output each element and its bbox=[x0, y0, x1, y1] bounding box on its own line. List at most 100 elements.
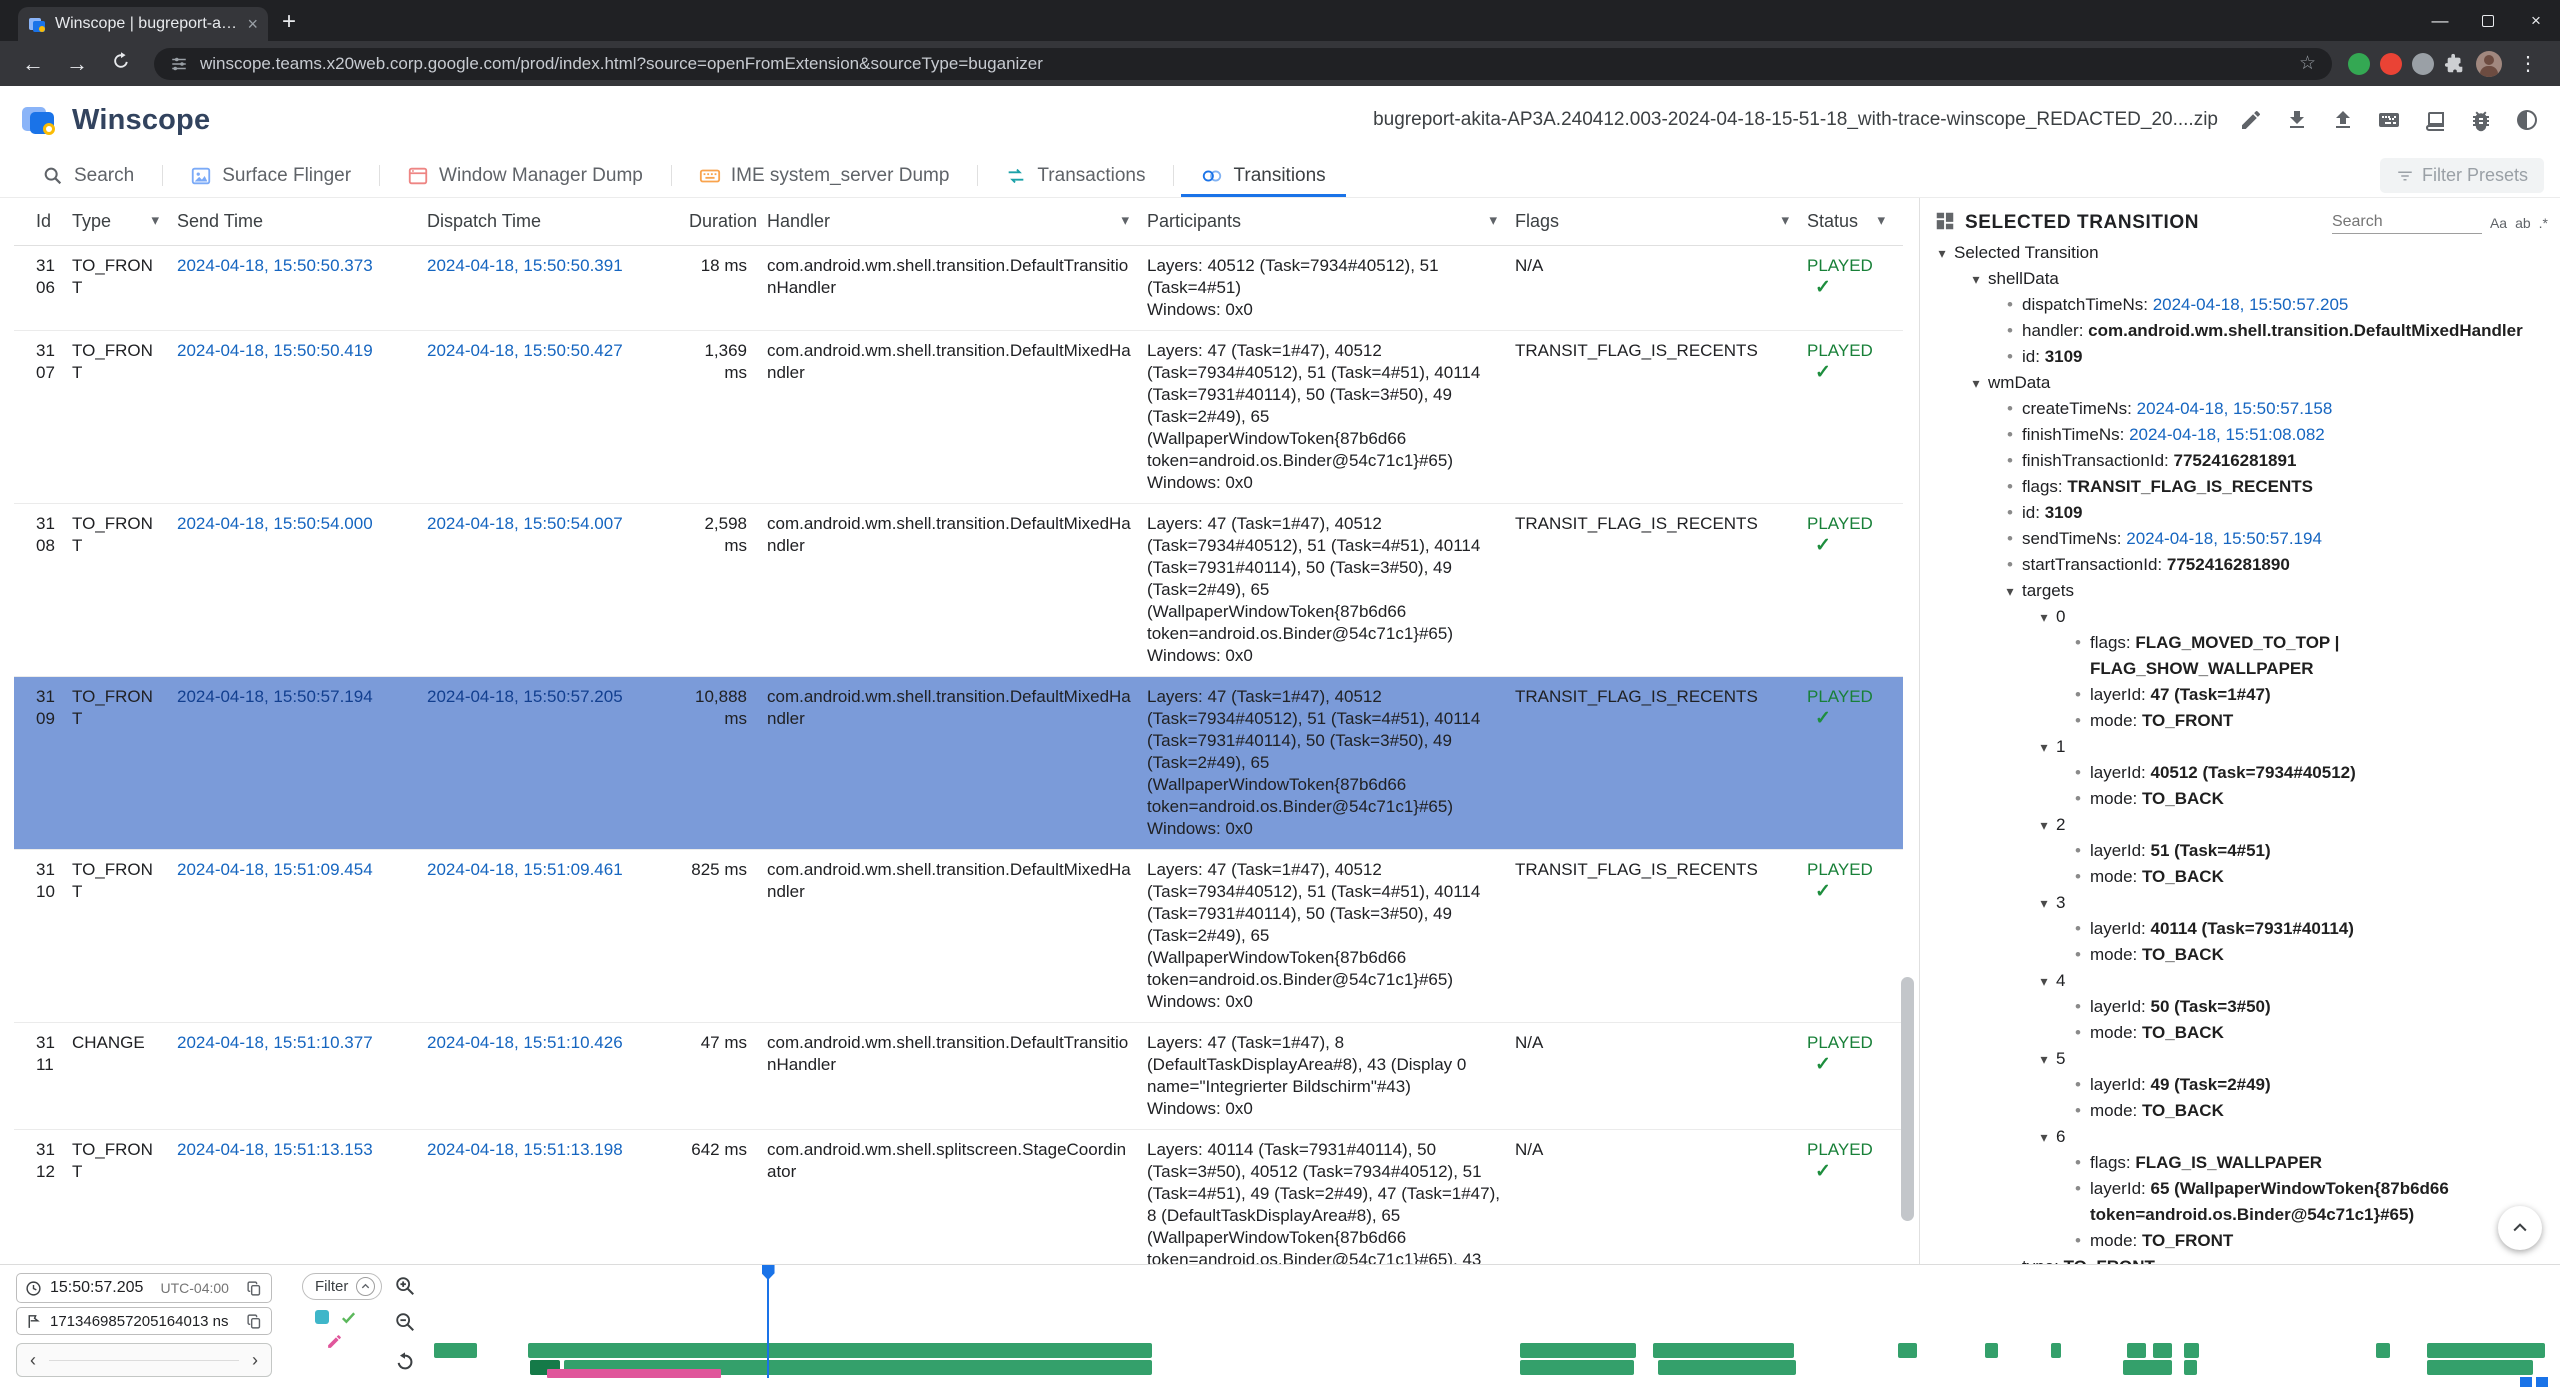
column-header-duration[interactable]: Duration bbox=[689, 198, 767, 246]
collapse-filter-icon[interactable] bbox=[356, 1277, 376, 1296]
trace-toggle-transitions-pencil-icon[interactable] bbox=[324, 1331, 344, 1351]
filter-dropdown-icon[interactable]: ▾ bbox=[1489, 212, 1497, 229]
table-row-3112[interactable]: 3112 TO_FRONT 2024-04-18, 15:51:13.153 2024… bbox=[14, 1129, 1903, 1264]
timeline-segment[interactable] bbox=[2426, 1360, 2533, 1375]
send-time-link[interactable]: 2024-04-18, 15:50:50.419 bbox=[177, 341, 373, 360]
dispatch-time-link[interactable]: 2024-04-18, 15:51:09.461 bbox=[427, 860, 623, 879]
scroll-right-icon[interactable]: › bbox=[252, 1349, 258, 1370]
url-bar[interactable]: winscope.teams.x20web.corp.google.com/pr… bbox=[154, 47, 2332, 80]
timeline-segment[interactable] bbox=[1897, 1343, 1917, 1358]
zoom-reset-button[interactable] bbox=[392, 1349, 418, 1375]
copy-icon[interactable] bbox=[246, 1313, 263, 1330]
tree-group-1[interactable]: ▾ 1 bbox=[1924, 734, 2552, 760]
timeline-segment[interactable] bbox=[2152, 1343, 2172, 1358]
tree-group-5[interactable]: ▾ 5 bbox=[1924, 1046, 2552, 1072]
new-tab-icon[interactable]: + bbox=[282, 8, 297, 35]
timeline-segment[interactable] bbox=[1653, 1343, 1794, 1358]
table-row-3108[interactable]: 3108 TO_FRONT 2024-04-18, 15:50:54.000 2024… bbox=[14, 503, 1903, 677]
expand-caret-icon[interactable]: ▾ bbox=[1938, 245, 1946, 261]
send-time-link[interactable]: 2024-04-18, 15:50:54.000 bbox=[177, 514, 373, 533]
upload-icon[interactable] bbox=[2330, 107, 2356, 133]
timestamp-link[interactable]: 2024-04-18, 15:50:57.158 bbox=[2136, 399, 2333, 418]
tab-ime-system-server-dump[interactable]: IME system_server Dump bbox=[670, 154, 978, 197]
timeline-segment[interactable] bbox=[2426, 1343, 2546, 1358]
match-word-icon[interactable]: ab bbox=[2515, 215, 2531, 231]
minimize-icon[interactable]: — bbox=[2431, 10, 2449, 30]
tree-group-selected-transition[interactable]: ▾ Selected Transition bbox=[1924, 240, 2552, 266]
timeline-segment[interactable] bbox=[2122, 1360, 2172, 1375]
send-time-link[interactable]: 2024-04-18, 15:51:13.153 bbox=[177, 1140, 373, 1159]
profile-avatar[interactable] bbox=[2476, 50, 2502, 77]
url-text[interactable]: winscope.teams.x20web.corp.google.com/pr… bbox=[200, 53, 1043, 73]
scroll-to-top-button[interactable] bbox=[2498, 1206, 2542, 1250]
table-row-3109[interactable]: 3109 TO_FRONT 2024-04-18, 15:50:57.194 2024… bbox=[14, 676, 1903, 850]
tab-close-icon[interactable]: × bbox=[247, 13, 258, 34]
dispatch-time-link[interactable]: 2024-04-18, 15:50:54.007 bbox=[427, 514, 623, 533]
table-scrollbar-thumb[interactable] bbox=[1901, 977, 1914, 1221]
tab-search[interactable]: Search bbox=[14, 154, 162, 197]
expand-caret-icon[interactable]: ▾ bbox=[2040, 895, 2048, 911]
extension-icon-gray[interactable] bbox=[2412, 52, 2434, 75]
timestamp-link[interactable]: 2024-04-18, 15:50:57.194 bbox=[2126, 529, 2322, 548]
dispatch-time-link[interactable]: 2024-04-18, 15:50:50.391 bbox=[427, 256, 623, 275]
documentation-icon[interactable] bbox=[2422, 107, 2448, 133]
tree-group-6[interactable]: ▾ 6 bbox=[1924, 1124, 2552, 1150]
bookmark-star-icon[interactable]: ☆ bbox=[2298, 53, 2316, 74]
expand-caret-icon[interactable]: ▾ bbox=[2040, 609, 2048, 625]
panel-search-input[interactable] bbox=[2331, 211, 2482, 234]
expand-caret-icon[interactable]: ▾ bbox=[2040, 1129, 2048, 1145]
filter-dropdown-icon[interactable]: ▾ bbox=[151, 212, 159, 229]
expand-caret-icon[interactable]: ▾ bbox=[2006, 583, 2014, 599]
send-time-link[interactable]: 2024-04-18, 15:50:50.373 bbox=[177, 256, 373, 275]
copy-icon[interactable] bbox=[246, 1280, 263, 1297]
tree-group-4[interactable]: ▾ 4 bbox=[1924, 968, 2552, 994]
tab-surface-flinger[interactable]: Surface Flinger bbox=[162, 154, 379, 197]
maximize-icon[interactable] bbox=[2464, 0, 2512, 41]
browser-menu-icon[interactable]: ⋮ bbox=[2518, 53, 2538, 75]
tree-group-shelldata[interactable]: ▾ shellData bbox=[1924, 266, 2552, 292]
timeline-segment[interactable] bbox=[2184, 1360, 2198, 1375]
filter-dropdown-icon[interactable]: ▾ bbox=[1121, 212, 1129, 229]
timeline-segment[interactable] bbox=[2375, 1343, 2391, 1358]
timeline-segment[interactable] bbox=[546, 1369, 721, 1378]
send-time-link[interactable]: 2024-04-18, 15:50:57.194 bbox=[177, 687, 373, 706]
reload-icon[interactable] bbox=[104, 51, 138, 77]
regex-icon[interactable]: .* bbox=[2538, 215, 2548, 231]
back-icon[interactable]: ← bbox=[22, 50, 44, 76]
timeline-segment[interactable] bbox=[1519, 1360, 1635, 1375]
timeline-filter-chip[interactable]: Filter bbox=[302, 1273, 383, 1300]
column-header-participants[interactable]: Participants ▾ bbox=[1147, 198, 1515, 246]
zoom-in-button[interactable] bbox=[392, 1273, 418, 1299]
extension-icon-red[interactable] bbox=[2380, 52, 2402, 75]
table-row-3107[interactable]: 3107 TO_FRONT 2024-04-18, 15:50:50.419 2024… bbox=[14, 330, 1903, 504]
send-time-link[interactable]: 2024-04-18, 15:51:09.454 bbox=[177, 860, 373, 879]
timeline-segment[interactable] bbox=[2050, 1343, 2062, 1358]
scroll-left-icon[interactable]: ‹ bbox=[30, 1349, 36, 1370]
timeline-segment[interactable] bbox=[527, 1343, 1153, 1358]
close-icon[interactable]: × bbox=[2531, 10, 2541, 30]
dispatch-time-link[interactable]: 2024-04-18, 15:50:50.427 bbox=[427, 341, 623, 360]
tree-group-wmdata[interactable]: ▾ wmData bbox=[1924, 370, 2552, 396]
tree-group-2[interactable]: ▾ 2 bbox=[1924, 812, 2552, 838]
edit-icon[interactable] bbox=[2238, 107, 2264, 133]
expand-caret-icon[interactable]: ▾ bbox=[2040, 739, 2048, 755]
tab-window-manager-dump[interactable]: Window Manager Dump bbox=[379, 154, 671, 197]
timeline-segment[interactable] bbox=[1519, 1343, 1637, 1358]
download-icon[interactable] bbox=[2284, 107, 2310, 133]
send-time-link[interactable]: 2024-04-18, 15:51:10.377 bbox=[177, 1033, 373, 1052]
dispatch-time-link[interactable]: 2024-04-18, 15:51:13.198 bbox=[427, 1140, 623, 1159]
theme-toggle-icon[interactable] bbox=[2514, 107, 2540, 133]
timeline-horizontal-scrollbar[interactable]: ‹ › bbox=[16, 1343, 272, 1377]
bug-report-icon[interactable] bbox=[2468, 107, 2494, 133]
timeline-segment[interactable] bbox=[1984, 1343, 1998, 1358]
filter-presets-button[interactable]: Filter Presets bbox=[2379, 158, 2544, 193]
timeline-segment[interactable] bbox=[2127, 1343, 2147, 1358]
column-header-flags[interactable]: Flags ▾ bbox=[1515, 198, 1807, 246]
tree-group-targets[interactable]: ▾ targets bbox=[1924, 578, 2552, 604]
tune-icon[interactable] bbox=[170, 55, 188, 73]
expand-caret-icon[interactable]: ▾ bbox=[2040, 973, 2048, 989]
column-header-handler[interactable]: Handler ▾ bbox=[767, 198, 1147, 246]
trace-toggle-check-icon[interactable] bbox=[338, 1307, 358, 1327]
column-header-send-time[interactable]: Send Time bbox=[177, 198, 427, 246]
extension-icon-green[interactable] bbox=[2348, 52, 2370, 75]
